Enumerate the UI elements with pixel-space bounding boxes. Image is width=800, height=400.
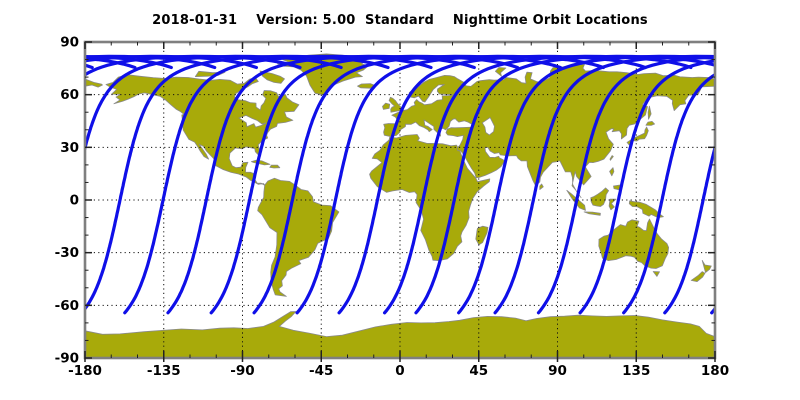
land-nz-south xyxy=(690,271,706,282)
land-new-guinea xyxy=(628,200,664,218)
x-tick-label: -90 xyxy=(230,363,254,379)
orbit-tracks xyxy=(84,54,716,315)
land-sulawesi xyxy=(608,198,617,211)
x-tick-label: 45 xyxy=(469,363,488,379)
orbit-track xyxy=(295,54,606,315)
x-tick-label: 0 xyxy=(395,363,404,379)
lake-caspian-sea xyxy=(481,116,495,136)
x-tick-label: 135 xyxy=(622,363,650,379)
orbit-track xyxy=(536,55,716,315)
orbit-track xyxy=(252,54,563,315)
land-japan-honshu xyxy=(626,126,649,146)
land-chukotka-wrap xyxy=(84,78,103,88)
orbit-track xyxy=(383,54,693,315)
orbit-track xyxy=(166,54,476,315)
land-japan-hokkaido xyxy=(645,121,655,126)
orbit-track xyxy=(123,54,433,315)
land-borneo xyxy=(590,187,609,207)
land-north-america xyxy=(105,74,300,186)
x-tick-label: 90 xyxy=(548,363,567,379)
x-tick-label: -135 xyxy=(147,363,181,379)
orbit-track xyxy=(209,54,520,315)
land-java xyxy=(583,211,601,216)
x-tick-label: 180 xyxy=(701,363,729,379)
land-tasmania xyxy=(652,271,660,277)
x-tick-label: -45 xyxy=(309,363,333,379)
land-sakhalin xyxy=(647,105,652,120)
land-australia xyxy=(598,218,669,269)
y-tick-label: -30 xyxy=(55,245,79,261)
orbit-track xyxy=(622,72,716,315)
orbit-track xyxy=(84,54,343,159)
y-tick-label: 60 xyxy=(60,87,79,103)
orbit-track xyxy=(84,54,390,313)
land-taiwan xyxy=(609,155,614,161)
land-novaya-zemlya xyxy=(495,67,507,77)
orbit-track xyxy=(710,304,716,315)
y-axis-labels: 90 60 30 0 -30 -60 -90 xyxy=(55,35,79,367)
land-sri-lanka xyxy=(539,183,544,190)
land-hispaniola xyxy=(269,164,281,169)
orbit-track xyxy=(414,54,716,315)
orbit-track xyxy=(337,54,648,315)
land-nz-north xyxy=(701,260,712,273)
plot-title: 2018-01-31 Version: 5.00 Standard Nightt… xyxy=(152,13,648,28)
orbit-track xyxy=(578,59,716,315)
y-tick-label: 0 xyxy=(70,193,79,209)
y-tick-label: -60 xyxy=(55,298,79,314)
x-axis-labels: -180 -135 -90 -45 0 45 90 135 180 xyxy=(68,363,729,379)
land-luzon xyxy=(609,167,615,177)
y-tick-label: 30 xyxy=(60,140,79,156)
land-cuba xyxy=(251,159,271,166)
minor-tick-marks xyxy=(85,42,715,358)
orbit-track xyxy=(457,54,716,315)
orbit-track xyxy=(493,54,716,315)
y-tick-label: -90 xyxy=(55,351,79,367)
land-ireland xyxy=(382,102,391,110)
land-baffin-island xyxy=(259,70,285,84)
orbit-track xyxy=(84,54,302,78)
y-tick-label: 90 xyxy=(60,35,79,51)
x-tick-label: -180 xyxy=(68,363,102,379)
lake-layer xyxy=(238,114,495,136)
orbit-track xyxy=(663,138,716,315)
tick-marks xyxy=(84,41,716,362)
lake-great-lakes xyxy=(238,114,267,128)
